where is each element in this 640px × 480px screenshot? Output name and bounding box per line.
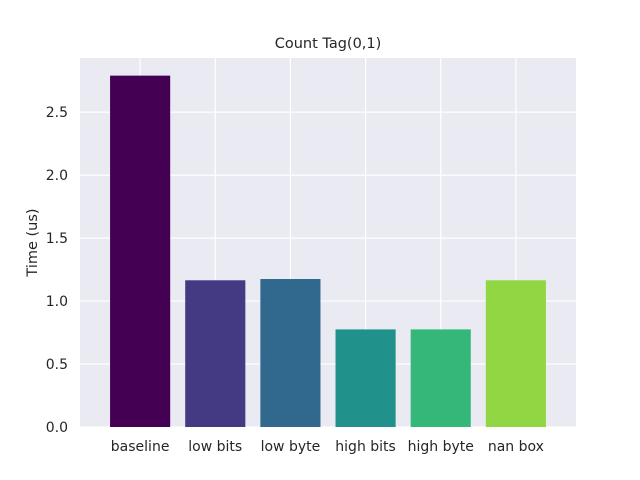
x-tick-label: high bits — [335, 439, 396, 455]
y-axis-label: Time (us) — [25, 208, 41, 277]
x-tick-label: baseline — [111, 439, 170, 455]
y-tick-label: 0.5 — [46, 357, 68, 373]
bar-high-bits — [335, 329, 396, 427]
x-tick-label: nan box — [488, 439, 544, 455]
x-tick-label: low byte — [261, 439, 321, 455]
bar-low-byte — [260, 279, 321, 427]
y-tick-label: 2.0 — [46, 168, 68, 184]
chart-title: Count Tag(0,1) — [275, 36, 382, 52]
y-tick-label: 2.5 — [46, 105, 68, 121]
bar-baseline — [110, 75, 171, 427]
bar-low-bits — [185, 280, 246, 427]
y-tick-label: 1.5 — [46, 231, 68, 247]
x-tick-label: low bits — [188, 439, 242, 455]
y-tick-label: 1.0 — [46, 294, 68, 310]
bar-high-byte — [410, 329, 471, 427]
y-axis-ticks: 0.0 0.5 1.0 1.5 2.0 2.5 — [46, 105, 68, 436]
bar-nan-box — [485, 280, 546, 427]
x-axis-ticks: baseline low bits low byte high bits high by… — [111, 439, 544, 455]
bars — [110, 75, 546, 427]
y-tick-label: 0.0 — [46, 420, 68, 436]
x-tick-label: high byte — [408, 439, 474, 455]
